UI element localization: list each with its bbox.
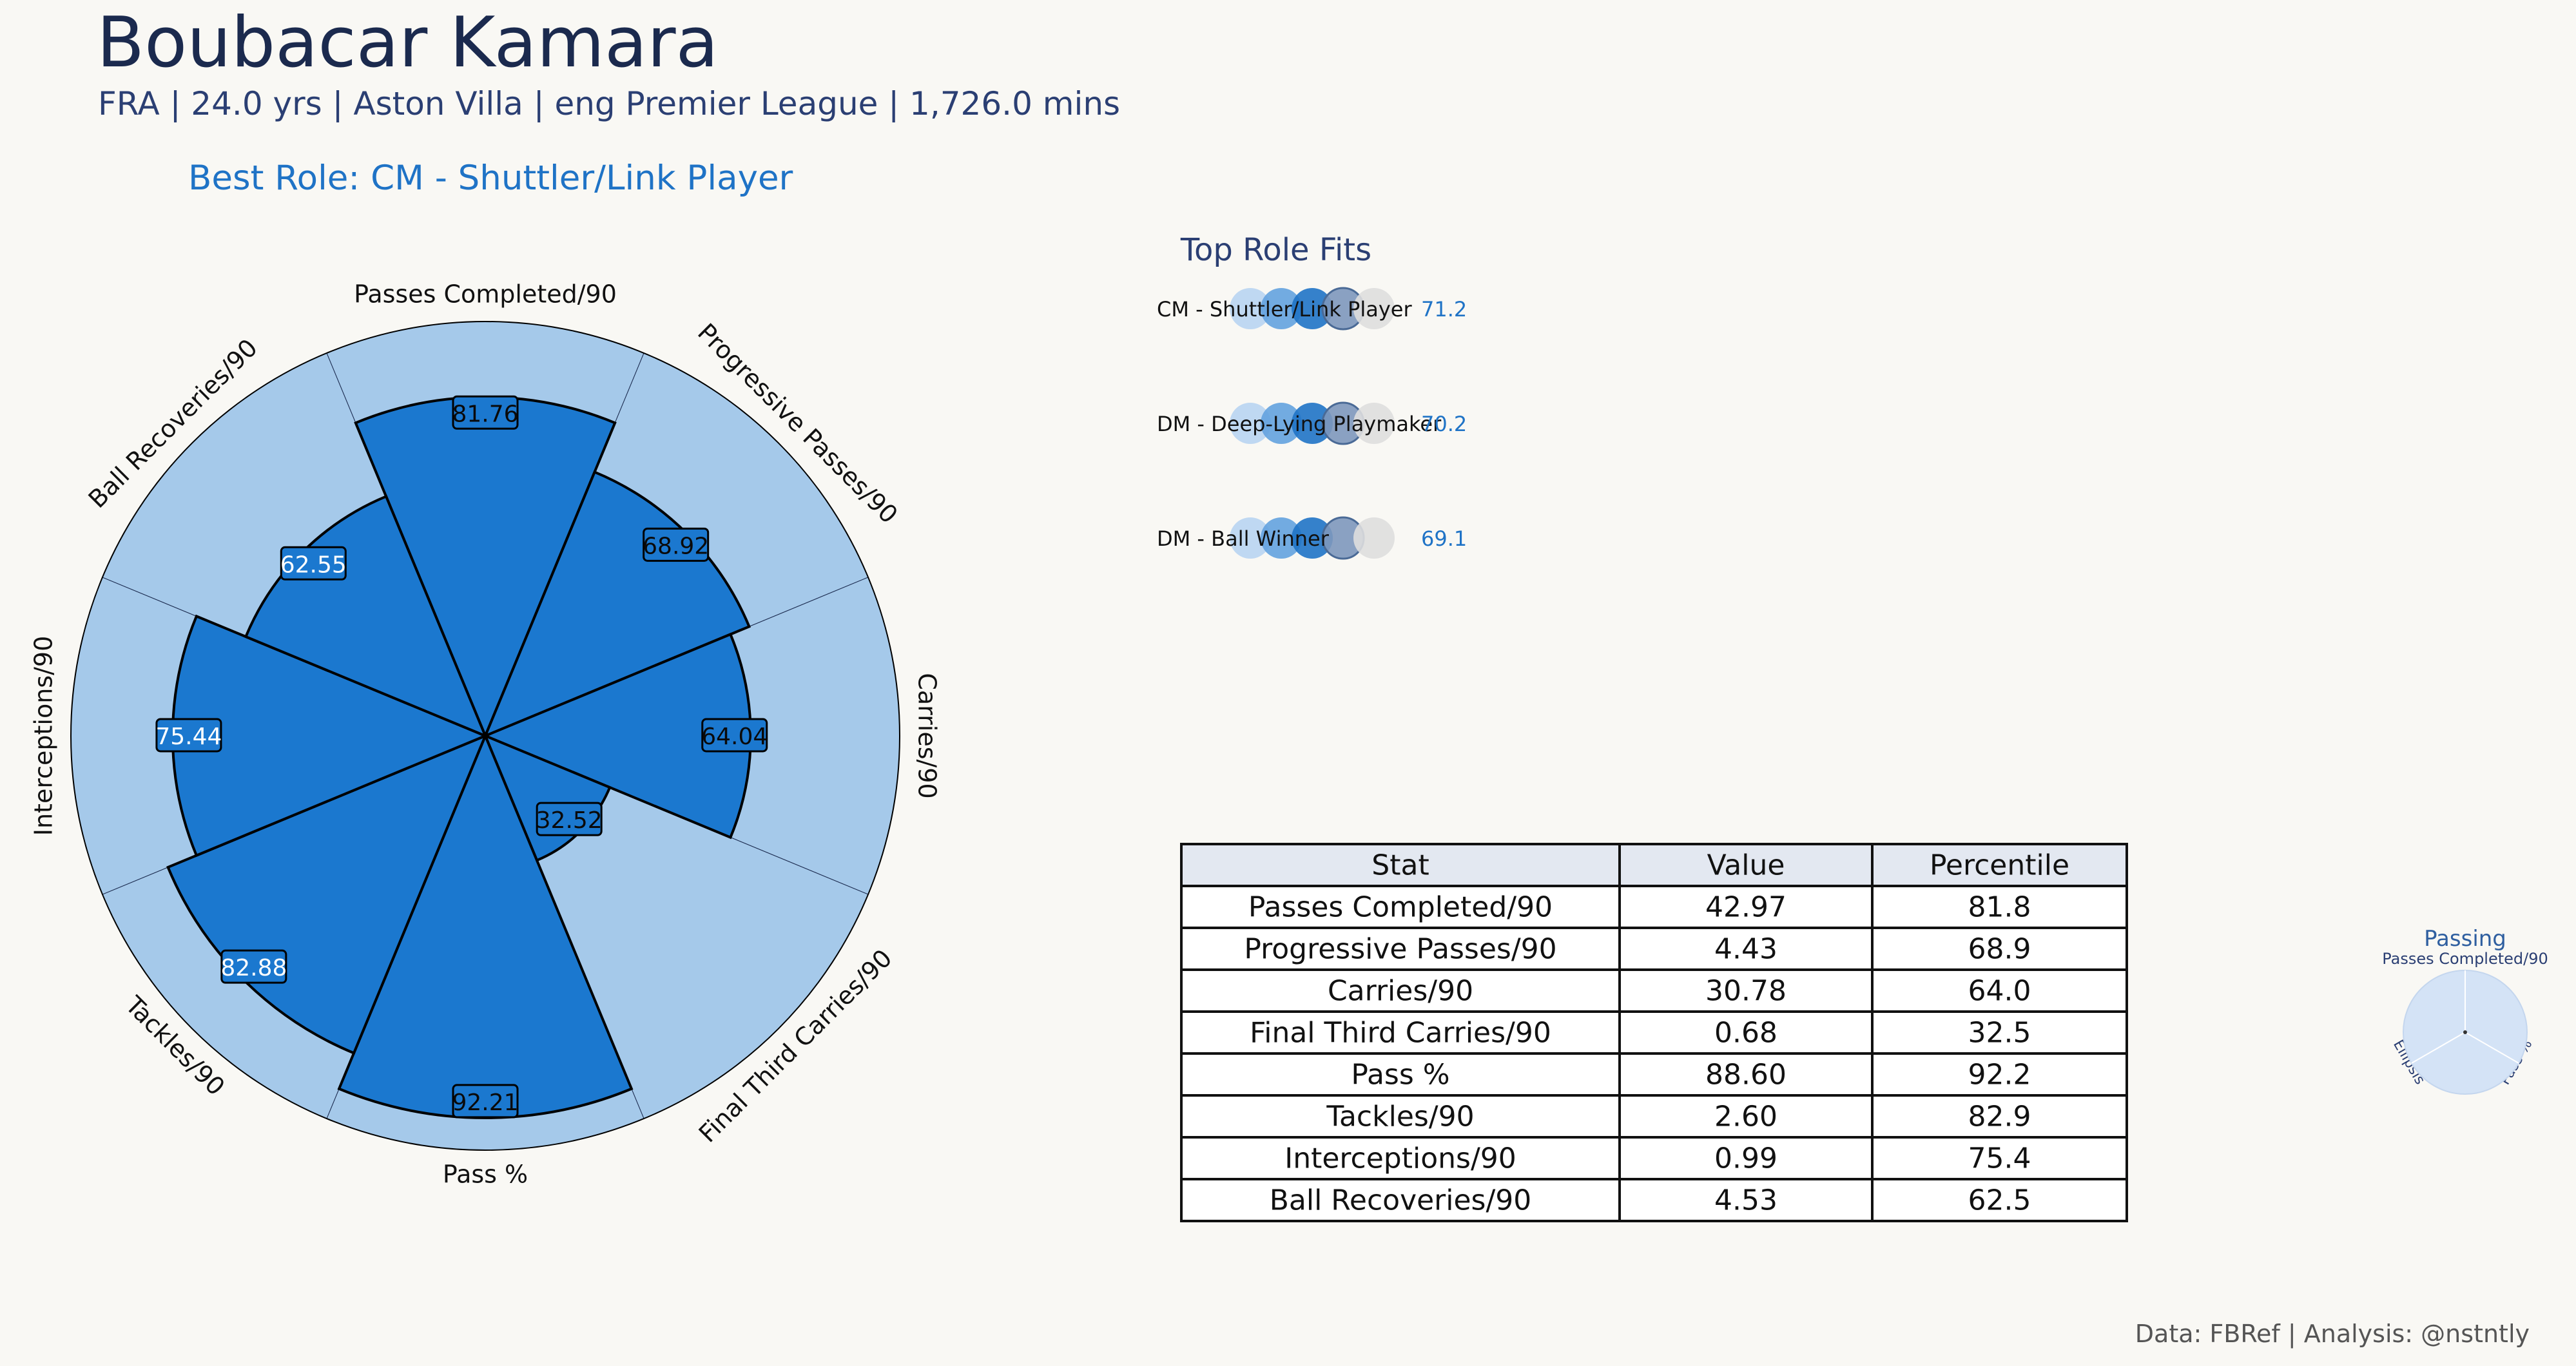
table-cell: [1618, 1136, 1874, 1180]
table-cell: [1618, 1178, 1874, 1222]
stat-table: Stat Value Percentile Passes Completed/90 42…: [1180, 843, 2128, 1222]
mini-radar-center: [2463, 1030, 2467, 1034]
table-cell: [1618, 1052, 1874, 1097]
value-label-box: [701, 718, 768, 753]
category-label: Interceptions/90: [30, 636, 58, 836]
table-cell-text: Final Third Carries/90: [1250, 1017, 1551, 1050]
table-cell-text: Carries/90: [1328, 975, 1473, 1008]
role-fit-marker: [1230, 517, 1271, 559]
role-fit-row: DM - Ball Winner 69.1: [1157, 516, 1467, 560]
role-fit-marker: [1353, 517, 1395, 559]
value-label: 82.88: [220, 955, 287, 981]
table-cell: [1871, 968, 2128, 1013]
category-label: Passes Completed/90: [354, 280, 617, 309]
mini-radar-label-top: Passes Completed/90: [2382, 950, 2548, 968]
role-fit-label: DM - Ball Winner: [1157, 526, 1330, 551]
value-label: 68.92: [643, 533, 709, 559]
player-name: Boubacar Kamara: [97, 3, 719, 83]
role-fits-chart: CM - Shuttler/Link Player 71.2 DM - Deep-L…: [1157, 287, 1467, 560]
table-cell-text: 82.9: [1968, 1101, 2031, 1133]
value-label-box: [280, 546, 347, 581]
value-label: 64.04: [701, 724, 768, 750]
value-label-box: [155, 718, 222, 753]
value-label-box: [643, 527, 710, 562]
value-label-box: [452, 1084, 519, 1119]
role-fit-value: 70.2: [1421, 412, 1467, 436]
table-cell-text: 4.43: [1714, 933, 1777, 966]
role-fit-marker: [1353, 288, 1395, 329]
best-role: Best Role: CM - Shuttler/Link Player: [188, 159, 793, 198]
table-cell-text: Tackles/90: [1326, 1101, 1474, 1133]
role-fit-value: 69.1: [1421, 526, 1467, 551]
table-cell-text: Interceptions/90: [1284, 1142, 1516, 1175]
role-fit-marker: [1261, 517, 1302, 559]
role-fit-marker: [1292, 403, 1333, 444]
table-header-text: Stat: [1371, 849, 1429, 882]
table-header-text: Percentile: [1930, 849, 2069, 882]
role-fit-row: CM - Shuttler/Link Player 71.2: [1157, 287, 1467, 331]
table-header-cell: [1871, 843, 2128, 887]
table-cell-text: Ball Recoveries/90: [1270, 1184, 1532, 1217]
value-label: 62.55: [280, 552, 347, 578]
table-cell: [1871, 1094, 2128, 1139]
role-fit-label: DM - Deep-Lying Playmaker: [1157, 412, 1442, 436]
role-fit-marker: [1230, 288, 1271, 329]
table-header-cell: [1618, 843, 1874, 887]
table-cell-text: 75.4: [1968, 1142, 2031, 1175]
role-fit-marker: [1292, 288, 1333, 329]
pizza-chart: 81.76 68.92 64.04 32.52 92.21 82.88 75.44 62.55…: [30, 280, 942, 1189]
pizza-outline: [70, 321, 900, 1151]
role-fit-label: CM - Shuttler/Link Player: [1157, 297, 1412, 322]
role-fit-marker: [1261, 288, 1302, 329]
mini-radar-axis: [2411, 1032, 2466, 1064]
role-fit-marker: [1353, 403, 1395, 444]
table-cell-text: 68.9: [1968, 933, 2031, 966]
table-cell: [1180, 1178, 1621, 1222]
table-cell-text: 81.8: [1968, 891, 2031, 924]
player-subtitle: FRA | 24.0 yrs | Aston Villa | eng Premi…: [98, 85, 1120, 122]
table-cell: [1180, 1052, 1621, 1097]
category-label: Pass %: [443, 1160, 528, 1189]
table-header-text: Value: [1707, 849, 1785, 882]
mini-radar-axis: [2465, 1032, 2519, 1064]
table-cell-text: 30.78: [1705, 975, 1787, 1008]
table-cell-text: 92.2: [1968, 1059, 2031, 1092]
value-label-box: [452, 395, 519, 430]
role-fit-marker: [1261, 403, 1302, 444]
value-label: 81.76: [452, 401, 518, 427]
table-cell-text: Progressive Passes/90: [1244, 933, 1556, 966]
table-cell: [1180, 885, 1621, 929]
mini-radar-title: Passing: [2424, 926, 2506, 952]
table-cell: [1180, 968, 1621, 1013]
table-cell: [1618, 968, 1874, 1013]
role-fit-marker: [1230, 403, 1271, 444]
table-cell-text: 0.99: [1714, 1142, 1777, 1175]
table-cell-text: 2.60: [1714, 1101, 1777, 1133]
table-cell-text: 88.60: [1705, 1059, 1787, 1092]
role-fit-marker: [1292, 517, 1333, 559]
table-cell-text: Pass %: [1351, 1059, 1449, 1092]
table-cell-text: Passes Completed/90: [1248, 891, 1553, 924]
table-cell-text: 32.5: [1968, 1017, 2031, 1050]
table-cell: [1180, 1094, 1621, 1139]
value-label-box: [220, 949, 287, 984]
footer-credit: Data: FBRef | Analysis: @nstntly: [2135, 1320, 2530, 1349]
value-label: 32.52: [536, 807, 603, 834]
role-fit-value: 71.2: [1421, 297, 1467, 322]
category-label: Carries/90: [913, 673, 942, 798]
role-fits-title: Top Role Fits: [1180, 232, 1371, 268]
table-cell-text: 4.53: [1714, 1184, 1777, 1217]
table-cell-text: 42.97: [1705, 891, 1787, 924]
value-label: 75.44: [155, 724, 222, 750]
table-cell-text: 62.5: [1968, 1184, 2031, 1217]
value-label-box: [536, 802, 603, 836]
table-cell-text: 0.68: [1714, 1017, 1777, 1050]
table-cell: [1871, 1178, 2128, 1222]
value-label: 92.21: [452, 1090, 518, 1116]
table-cell-text: 64.0: [1968, 975, 2031, 1008]
